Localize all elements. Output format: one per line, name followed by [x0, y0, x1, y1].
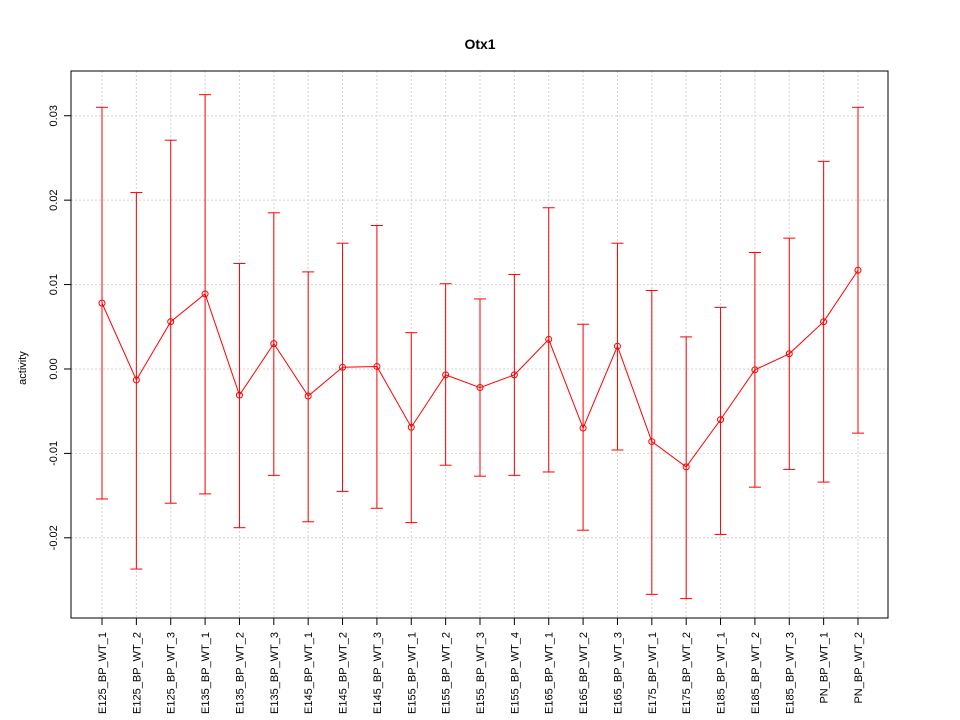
series-line [101, 269, 859, 468]
x-tick-label: E175_BP_WT_1 [647, 632, 659, 714]
data-point [854, 266, 862, 274]
x-tick-label: E125_BP_WT_1 [97, 632, 109, 714]
y-tick-label: -0.02 [48, 525, 60, 550]
y-tick-label: -0.01 [48, 441, 60, 466]
data-point [235, 391, 243, 399]
data-point [820, 318, 828, 326]
x-tick-label: E155_BP_WT_1 [406, 632, 418, 714]
data-point [98, 299, 106, 307]
data-point [442, 371, 450, 379]
data-point [304, 392, 312, 400]
x-tick-label: E125_BP_WT_2 [131, 632, 143, 714]
plot-frame [70, 70, 889, 619]
data-point [751, 366, 759, 374]
x-tick-label: E135_BP_WT_1 [200, 632, 212, 714]
data-point [545, 335, 553, 343]
y-tick-label: 0.02 [48, 189, 60, 210]
data-point [339, 363, 347, 371]
data-point [270, 340, 278, 348]
x-tick-label: E165_BP_WT_1 [544, 632, 556, 714]
data-point [510, 371, 518, 379]
data-point [167, 318, 175, 326]
x-tick-label: E185_BP_WT_1 [716, 632, 728, 714]
chart-title: Otx1 [464, 36, 495, 52]
data-point [579, 424, 587, 432]
x-tick-label: E165_BP_WT_3 [612, 632, 624, 714]
y-tick-label: 0.03 [48, 105, 60, 126]
x-tick-label: PN_BP_WT_2 [853, 632, 865, 704]
x-tick-label: E145_BP_WT_1 [303, 632, 315, 714]
series-layer [96, 94, 864, 600]
x-tick-label: E155_BP_WT_3 [475, 632, 487, 714]
data-point [682, 463, 690, 471]
x-tick-label: E155_BP_WT_2 [441, 632, 453, 714]
axis-layer: -0.02 -0.01 0.00 0.01 0.02 0.03 E125_BP_WT_1 E1… [48, 105, 865, 714]
y-axis-label: activity [17, 351, 29, 385]
data-point [373, 362, 381, 370]
data-point [648, 438, 656, 446]
x-tick-label: E155_BP_WT_4 [509, 632, 521, 714]
x-tick-label: E185_BP_WT_3 [784, 632, 796, 714]
x-tick-label: E135_BP_WT_3 [269, 632, 281, 714]
x-tick-label: E145_BP_WT_2 [338, 632, 350, 714]
x-tick-label: E185_BP_WT_2 [750, 632, 762, 714]
x-tick-label: E135_BP_WT_2 [234, 632, 246, 714]
x-tick-label: PN_BP_WT_1 [819, 632, 831, 704]
y-tick-label: 0.01 [48, 274, 60, 295]
data-point [407, 423, 415, 431]
data-point [476, 384, 484, 392]
x-tick-label: E175_BP_WT_2 [681, 632, 693, 714]
data-point [785, 350, 793, 358]
data-point [613, 342, 621, 350]
y-tick-label: 0.00 [48, 358, 60, 379]
data-point [132, 376, 140, 384]
x-tick-label: E145_BP_WT_3 [372, 632, 384, 714]
x-tick-label: E125_BP_WT_3 [166, 632, 178, 714]
x-tick-label: E165_BP_WT_2 [578, 632, 590, 714]
data-point [201, 290, 209, 298]
data-point [717, 416, 725, 424]
